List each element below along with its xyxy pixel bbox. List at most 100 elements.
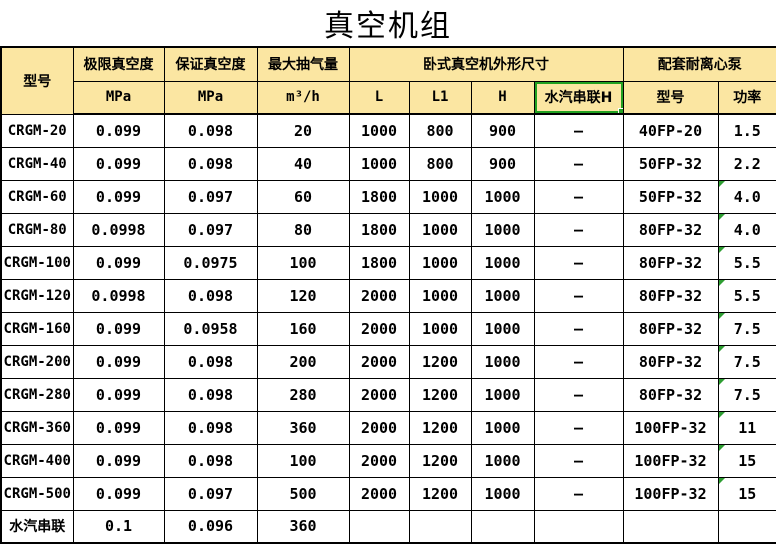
- table-cell[interactable]: [533, 509, 624, 544]
- table-cell[interactable]: 100FP-32: [622, 443, 719, 478]
- table-cell[interactable]: 1200: [408, 476, 472, 511]
- table-cell[interactable]: [470, 509, 535, 544]
- table-cell[interactable]: 80FP-32: [622, 311, 719, 346]
- power-cell[interactable]: 15: [717, 443, 776, 478]
- table-cell[interactable]: –: [533, 245, 624, 280]
- table-cell[interactable]: 0.098: [163, 377, 258, 412]
- table-cell[interactable]: 100: [256, 443, 350, 478]
- table-cell[interactable]: 2000: [348, 443, 410, 478]
- table-cell[interactable]: 100FP-32: [622, 410, 719, 445]
- table-cell[interactable]: 2000: [348, 476, 410, 511]
- model-cell[interactable]: CRGM-80: [0, 212, 74, 247]
- table-cell[interactable]: –: [533, 212, 624, 247]
- table-cell[interactable]: 0.099: [72, 179, 165, 214]
- table-cell[interactable]: 1000: [470, 212, 535, 247]
- col-header-guaranteed-vacuum[interactable]: 保证真空度: [163, 46, 258, 82]
- table-cell[interactable]: 360: [256, 410, 350, 445]
- model-cell[interactable]: CRGM-40: [0, 146, 74, 181]
- table-cell[interactable]: 100: [256, 245, 350, 280]
- col-header-ultimate-vacuum[interactable]: 极限真空度: [72, 46, 165, 82]
- col-header-pump-power[interactable]: 功率: [717, 80, 776, 115]
- table-cell[interactable]: 0.097: [163, 179, 258, 214]
- table-cell[interactable]: 1000: [470, 179, 535, 214]
- table-cell[interactable]: 100FP-32: [622, 476, 719, 511]
- table-cell[interactable]: 1000: [470, 410, 535, 445]
- table-cell[interactable]: 40: [256, 146, 350, 181]
- table-cell[interactable]: 0.098: [163, 410, 258, 445]
- power-cell[interactable]: 11: [717, 410, 776, 445]
- power-cell[interactable]: 7.5: [717, 377, 776, 412]
- table-cell[interactable]: 0.098: [163, 344, 258, 379]
- table-cell[interactable]: 1000: [348, 146, 410, 181]
- power-cell[interactable]: 15: [717, 476, 776, 511]
- table-cell[interactable]: 500: [256, 476, 350, 511]
- table-cell[interactable]: 0.098: [163, 278, 258, 313]
- unit-guaranteed-mpa[interactable]: MPa: [163, 80, 258, 115]
- power-cell[interactable]: 4.0: [717, 212, 776, 247]
- table-cell[interactable]: 50FP-32: [622, 146, 719, 181]
- table-cell[interactable]: 0.0998: [72, 278, 165, 313]
- power-cell[interactable]: 4.0: [717, 179, 776, 214]
- table-cell[interactable]: 1000: [470, 311, 535, 346]
- table-cell[interactable]: –: [533, 443, 624, 478]
- table-cell[interactable]: 1800: [348, 245, 410, 280]
- model-cell[interactable]: CRGM-100: [0, 245, 74, 280]
- table-cell[interactable]: 1000: [470, 245, 535, 280]
- table-cell[interactable]: 0.099: [72, 443, 165, 478]
- model-cell[interactable]: 水汽串联: [0, 509, 74, 544]
- table-cell[interactable]: 80FP-32: [622, 344, 719, 379]
- table-cell[interactable]: –: [533, 179, 624, 214]
- col-header-series-h-selected-cell[interactable]: 水汽串联H: [533, 80, 624, 115]
- table-cell[interactable]: [348, 509, 410, 544]
- table-cell[interactable]: 1000: [408, 245, 472, 280]
- table-cell[interactable]: 1800: [348, 179, 410, 214]
- table-cell[interactable]: 0.099: [72, 377, 165, 412]
- table-cell[interactable]: 1000: [470, 377, 535, 412]
- table-cell[interactable]: 1000: [408, 278, 472, 313]
- table-cell[interactable]: 800: [408, 113, 472, 148]
- table-cell[interactable]: 0.097: [163, 212, 258, 247]
- table-cell[interactable]: –: [533, 410, 624, 445]
- table-cell[interactable]: 900: [470, 113, 535, 148]
- table-cell[interactable]: 1800: [348, 212, 410, 247]
- table-cell[interactable]: 80FP-32: [622, 245, 719, 280]
- power-cell[interactable]: [717, 509, 776, 544]
- table-cell[interactable]: 1000: [470, 344, 535, 379]
- table-cell[interactable]: 0.099: [72, 410, 165, 445]
- power-cell[interactable]: 1.5: [717, 113, 776, 148]
- table-cell[interactable]: 200: [256, 344, 350, 379]
- col-header-L[interactable]: L: [348, 80, 410, 115]
- table-cell[interactable]: 0.0958: [163, 311, 258, 346]
- table-cell[interactable]: 0.098: [163, 146, 258, 181]
- table-cell[interactable]: 0.096: [163, 509, 258, 544]
- table-cell[interactable]: 0.099: [72, 344, 165, 379]
- unit-ultimate-mpa[interactable]: MPa: [72, 80, 165, 115]
- model-cell[interactable]: CRGM-500: [0, 476, 74, 511]
- table-cell[interactable]: 1000: [470, 278, 535, 313]
- table-cell[interactable]: 0.0998: [72, 212, 165, 247]
- table-cell[interactable]: 80FP-32: [622, 212, 719, 247]
- table-cell[interactable]: 0.098: [163, 443, 258, 478]
- col-header-L1[interactable]: L1: [408, 80, 472, 115]
- col-header-H[interactable]: H: [470, 80, 535, 115]
- table-cell[interactable]: –: [533, 344, 624, 379]
- table-cell[interactable]: 1200: [408, 344, 472, 379]
- power-cell[interactable]: 7.5: [717, 344, 776, 379]
- table-cell[interactable]: 0.1: [72, 509, 165, 544]
- table-cell[interactable]: 80FP-32: [622, 278, 719, 313]
- table-cell[interactable]: –: [533, 476, 624, 511]
- table-cell[interactable]: 1000: [408, 179, 472, 214]
- power-cell[interactable]: 2.2: [717, 146, 776, 181]
- table-cell[interactable]: 900: [470, 146, 535, 181]
- table-cell[interactable]: 160: [256, 311, 350, 346]
- model-cell[interactable]: CRGM-20: [0, 113, 74, 148]
- unit-capacity-m3h[interactable]: m³/h: [256, 80, 350, 115]
- table-cell[interactable]: 1200: [408, 443, 472, 478]
- table-cell[interactable]: 2000: [348, 410, 410, 445]
- table-cell[interactable]: –: [533, 377, 624, 412]
- power-cell[interactable]: 5.5: [717, 245, 776, 280]
- table-cell[interactable]: 360: [256, 509, 350, 544]
- table-cell[interactable]: 0.099: [72, 113, 165, 148]
- model-cell[interactable]: CRGM-360: [0, 410, 74, 445]
- table-cell[interactable]: 1000: [470, 476, 535, 511]
